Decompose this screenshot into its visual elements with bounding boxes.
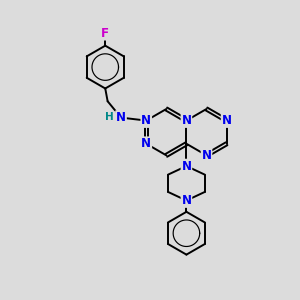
Text: H: H (105, 112, 114, 122)
Text: N: N (182, 194, 191, 207)
Text: N: N (141, 114, 151, 127)
Text: N: N (182, 114, 191, 127)
Text: N: N (202, 149, 212, 162)
Text: F: F (101, 27, 109, 40)
Text: N: N (222, 114, 232, 127)
Text: N: N (116, 111, 126, 124)
Text: N: N (141, 137, 151, 150)
Text: H: H (117, 112, 125, 123)
Text: N: N (182, 160, 191, 172)
